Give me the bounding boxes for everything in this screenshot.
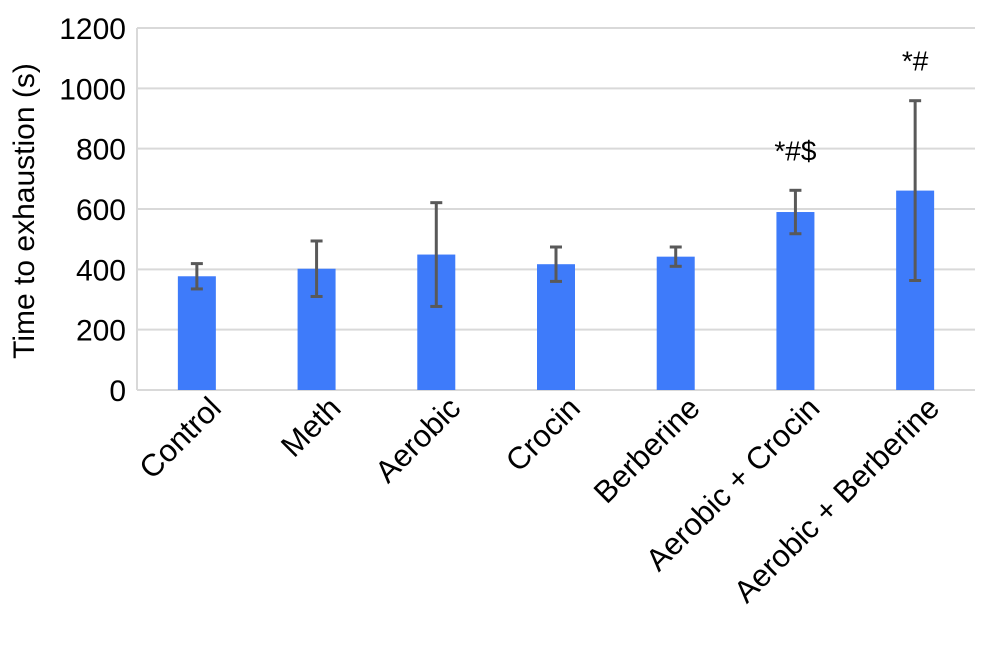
y-axis-ticks: 0 200 400 600 800 1000 1200 — [59, 13, 126, 408]
y-tick-label: 200 — [76, 315, 126, 348]
x-tick-label: Aerobic + Berberine — [727, 390, 946, 609]
bar — [537, 264, 575, 390]
x-axis-labels: Control Meth Aerobic Crocin BerberineAerobic… — [132, 390, 946, 609]
x-tick-label: Aerobic — [368, 390, 467, 489]
error-bars — [190, 99, 922, 308]
bars — [177, 190, 935, 390]
y-tick-label: 800 — [76, 134, 126, 167]
y-tick-label: 0 — [109, 375, 126, 408]
y-axis-label: Time to exhaustion (s) — [8, 63, 41, 359]
significance-marker: *# — [902, 46, 929, 77]
x-tick-label: Meth — [274, 390, 347, 463]
y-tick-label: 600 — [76, 194, 126, 227]
x-tick-label: Crocin — [499, 390, 587, 478]
bar — [776, 212, 815, 390]
significance-annotations: *#$ *# — [774, 46, 928, 167]
x-tick-label: Berberine — [587, 390, 707, 510]
x-tick-label: Control — [132, 390, 227, 485]
bar — [177, 276, 216, 390]
bar — [656, 256, 695, 390]
y-tick-label: 1000 — [59, 73, 126, 106]
significance-marker: *#$ — [774, 135, 816, 166]
y-tick-label: 1200 — [59, 13, 126, 46]
y-tick-label: 400 — [76, 254, 126, 287]
